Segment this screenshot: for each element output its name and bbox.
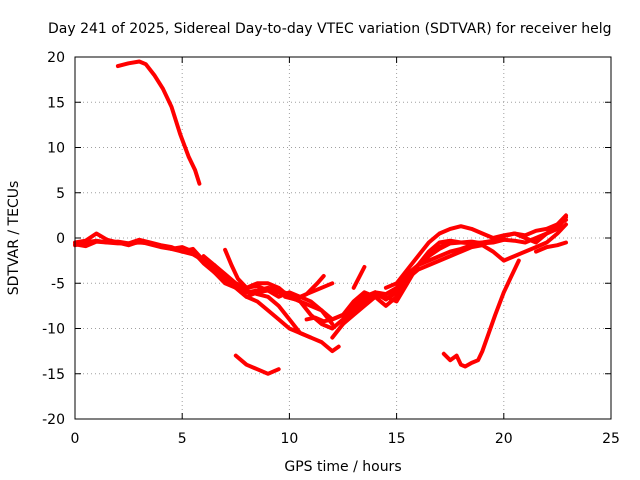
series-line-arc-9 [233,353,281,376]
chart-title: Day 241 of 2025, Sidereal Day-to-day VTE… [48,21,611,37]
y-tick-label: -5 [51,276,65,292]
y-tick-label: 15 [47,95,65,111]
x-axis-title: GPS time / hours [284,459,401,475]
y-tick-label: -20 [42,412,65,428]
x-tick-label: 20 [495,431,513,447]
y-tick-label: 20 [47,50,65,66]
x-tick-label: 25 [602,431,620,447]
y-tick-label: -10 [42,322,65,338]
series-line-arc-14 [383,215,568,290]
grid-layer [75,57,611,419]
y-tick-label: 0 [56,231,65,247]
x-tick-label: 0 [71,431,80,447]
series-line-arc-10 [304,217,568,324]
y-tick-label: -15 [42,367,65,383]
series-line-arc-1 [115,59,202,186]
y-axis-title: SDTVAR / TECUs [6,181,22,296]
tick-layer: 0 5 10 15 20 25 -20 -15 -10 -5 0 5 10 15 20 [42,50,620,447]
y-tick-label: 5 [56,186,65,202]
series-layer [73,59,568,376]
series-line-arc-4 [73,231,335,326]
series-line-arc-13 [351,265,367,290]
series-line-arc-15 [441,258,521,369]
x-tick-label: 10 [280,431,298,447]
series-line-arc-12 [341,222,568,326]
series-line-arc-8 [283,274,326,302]
x-tick-label: 15 [388,431,406,447]
series-line-arc-16 [534,240,568,254]
y-tick-label: 10 [47,141,65,157]
series-line-arc-7 [223,247,335,299]
x-tick-label: 5 [178,431,187,447]
